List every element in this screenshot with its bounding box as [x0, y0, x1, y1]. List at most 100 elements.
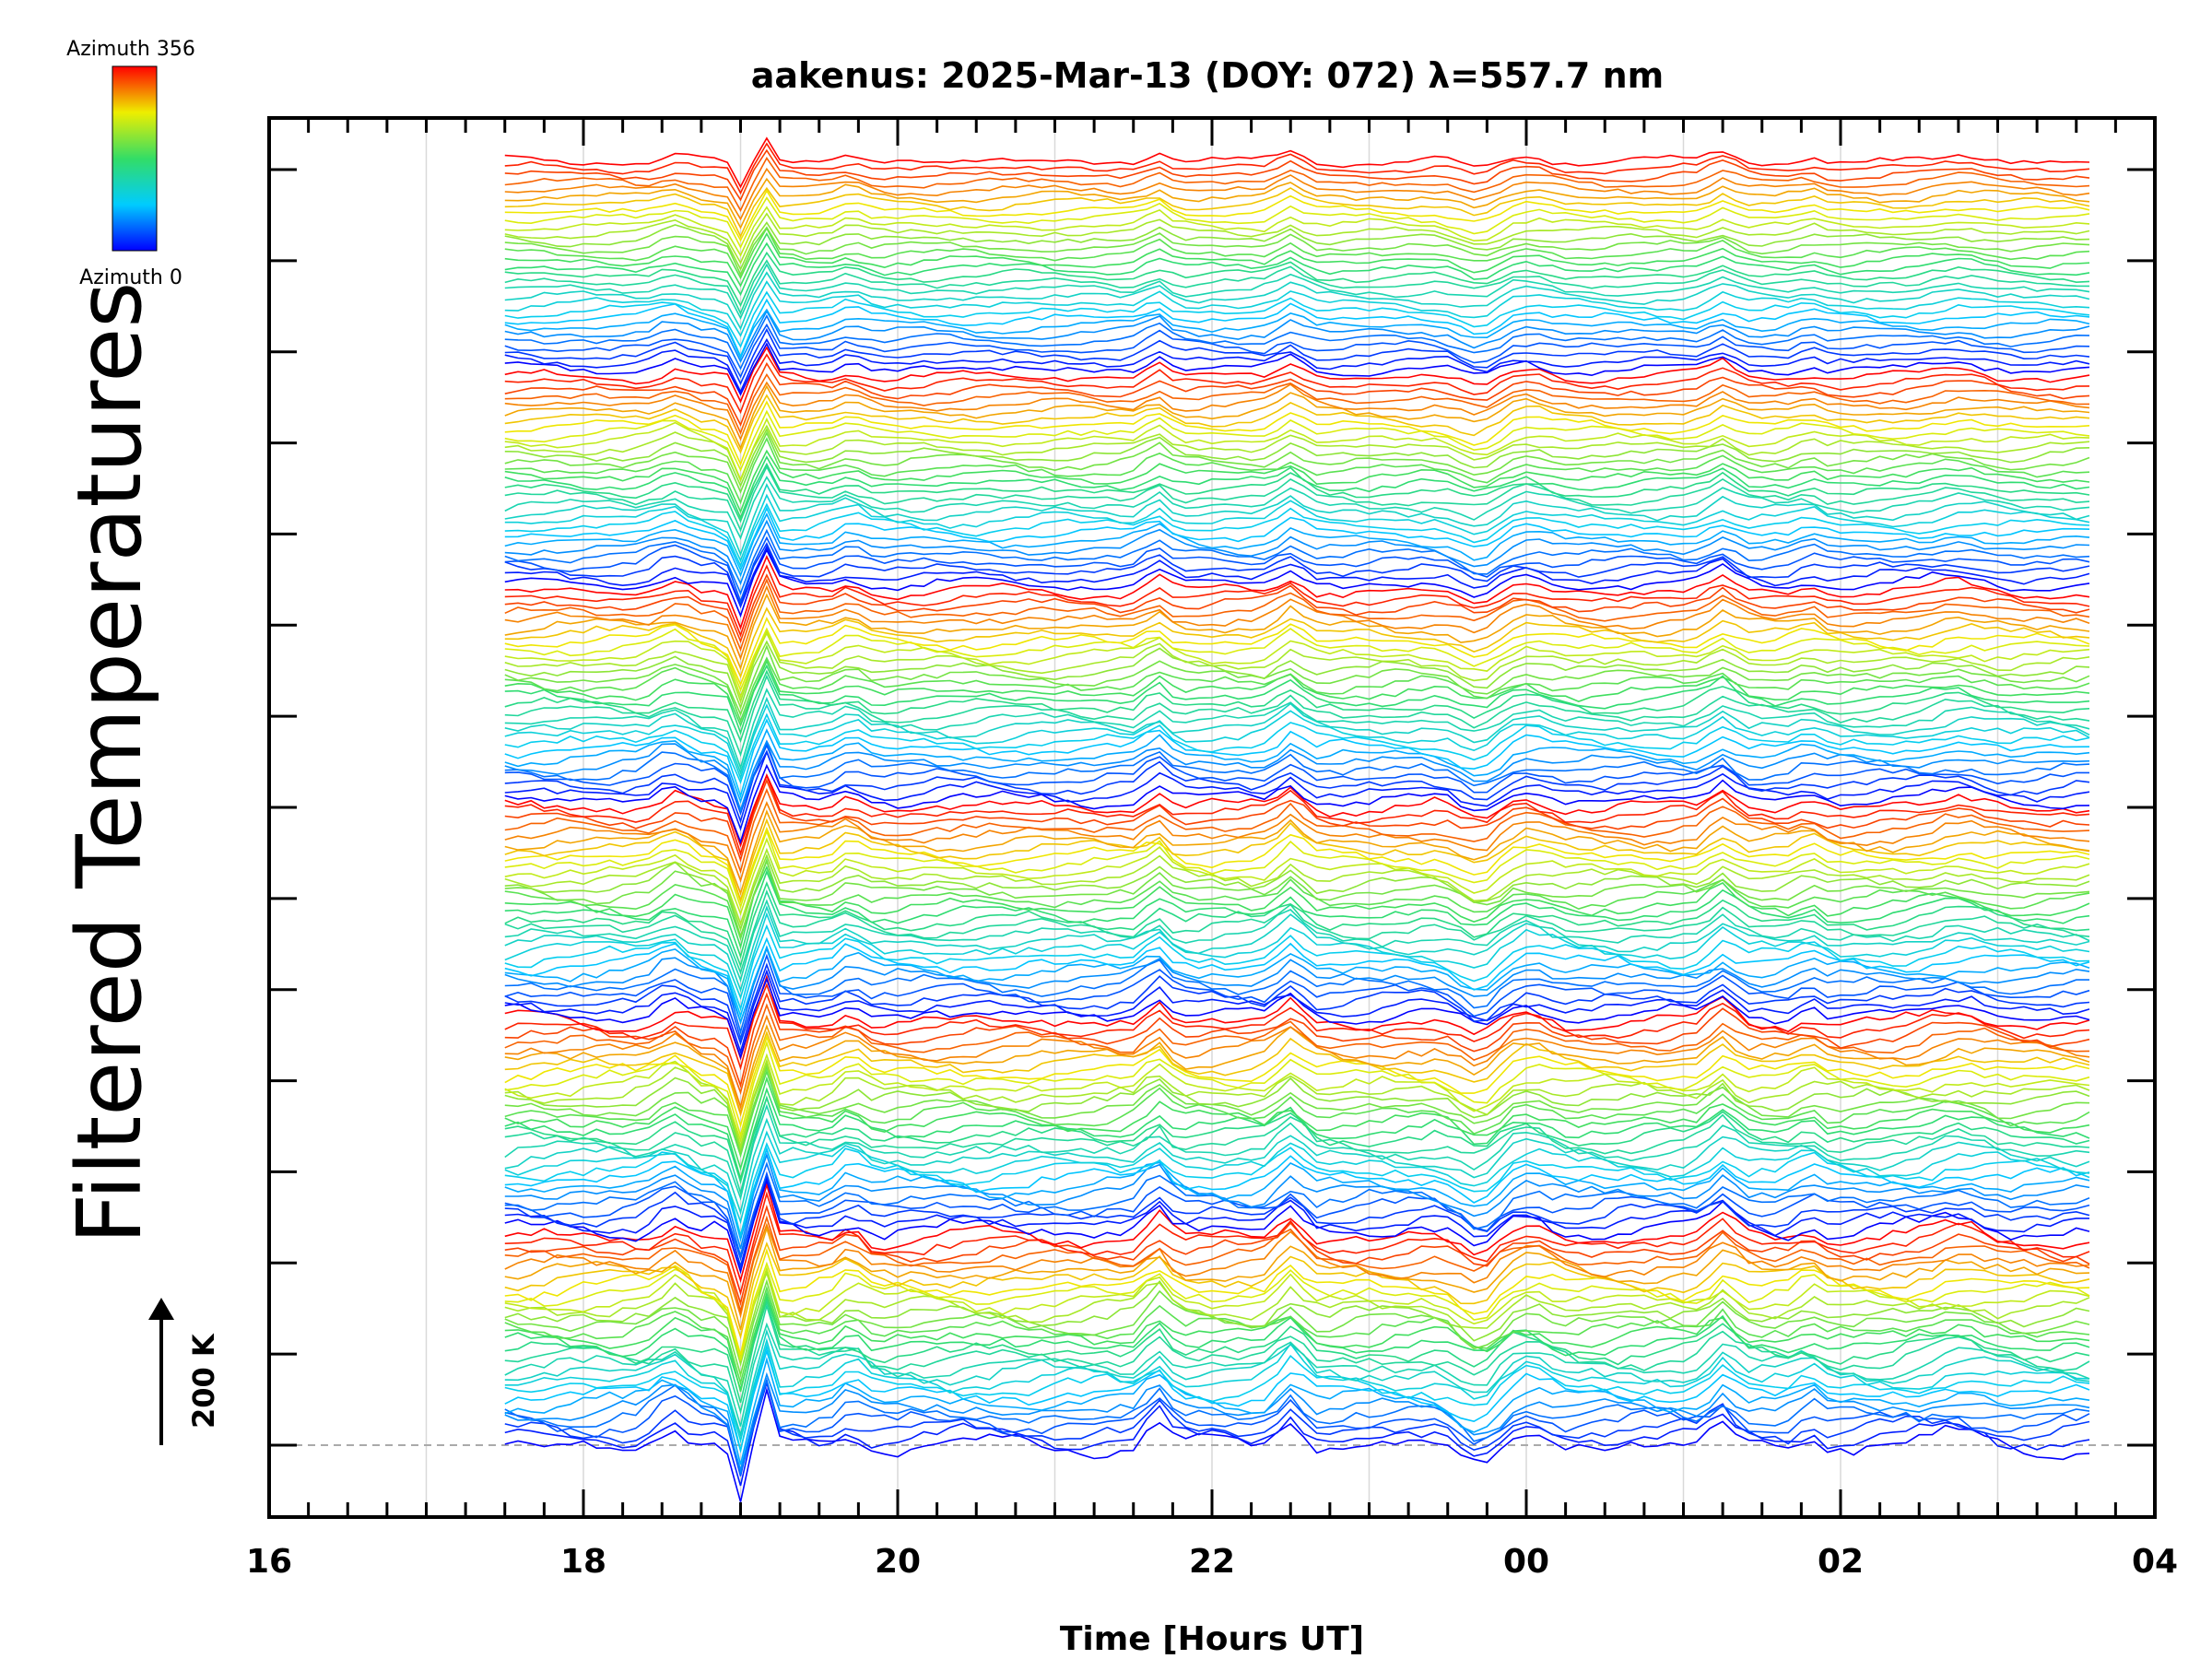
series-line	[504, 674, 2090, 758]
series-line	[504, 372, 2090, 435]
series-line	[504, 899, 2090, 982]
series-line	[504, 542, 2090, 607]
series-line	[504, 1265, 2090, 1362]
series-line	[504, 428, 2090, 488]
series-line	[504, 739, 2090, 813]
series-line	[504, 1270, 2090, 1360]
x-tick-label: 20	[875, 1543, 921, 1581]
series-line	[504, 712, 2090, 784]
series-line	[504, 206, 2090, 257]
series-line	[504, 400, 2090, 466]
colorbar: Azimuth 356 Azimuth 0	[66, 38, 195, 289]
series-line	[504, 196, 2090, 249]
series-line	[504, 212, 2090, 265]
series-line	[504, 1178, 2090, 1275]
series-line	[504, 778, 2090, 863]
series-line	[504, 1117, 2090, 1216]
series-line	[504, 1386, 2090, 1502]
series-line	[504, 829, 2090, 910]
series-line	[504, 1298, 2090, 1404]
series-line	[504, 221, 2090, 271]
series-line	[504, 593, 2090, 671]
series-line	[504, 555, 2090, 630]
series-line	[504, 631, 2090, 700]
series-line	[504, 924, 2090, 1012]
series-line	[504, 455, 2090, 520]
series-line	[504, 644, 2090, 717]
series-line	[504, 148, 2090, 202]
x-tick-label: 18	[560, 1543, 606, 1581]
series-line	[504, 1103, 2090, 1201]
series-line	[504, 865, 2090, 950]
series-line	[504, 1191, 2090, 1296]
series-line	[504, 1261, 2090, 1360]
series-line	[504, 1226, 2090, 1331]
y-axis-label: Filtered Temperatures	[58, 282, 161, 1244]
series-line	[504, 889, 2090, 975]
series-line	[504, 1152, 2090, 1250]
series-line	[504, 1371, 2090, 1474]
series-line	[504, 337, 2090, 394]
series-line	[504, 728, 2090, 805]
series-line	[504, 664, 2090, 735]
series-line	[504, 703, 2090, 781]
scale-indicator: 200 K	[148, 1298, 221, 1445]
axes: 16 18 20 22 00 02 04	[246, 116, 2178, 1581]
series-line	[504, 1182, 2090, 1283]
series-line	[504, 384, 2090, 451]
series-line	[504, 1040, 2090, 1139]
series-line	[504, 462, 2090, 524]
series-line	[504, 688, 2090, 771]
series-line	[504, 1337, 2090, 1444]
x-axis-label: Time [Hours UT]	[1060, 1620, 1364, 1658]
series-line	[504, 548, 2090, 618]
series-line	[504, 801, 2090, 883]
series-line	[504, 476, 2090, 540]
series-line	[504, 313, 2090, 371]
series-line	[504, 167, 2090, 221]
colorbar-gradient	[112, 65, 158, 252]
series-line	[504, 226, 2090, 276]
series-line	[504, 308, 2090, 360]
series-line	[504, 361, 2090, 427]
series-line	[504, 241, 2090, 297]
series-line	[504, 437, 2090, 505]
series-line	[504, 718, 2090, 799]
series-line	[504, 659, 2090, 728]
series-line	[504, 1322, 2090, 1427]
series-line	[504, 1348, 2090, 1453]
series-line	[504, 506, 2090, 572]
series-line	[504, 763, 2090, 845]
series-line	[504, 837, 2090, 916]
series-line	[504, 545, 2090, 609]
series-line	[504, 1356, 2090, 1465]
series-line	[504, 772, 2090, 848]
series-line	[504, 1076, 2090, 1171]
series-line	[504, 409, 2090, 472]
series-line	[504, 584, 2090, 661]
series-line	[504, 430, 2090, 494]
series-line	[504, 519, 2090, 585]
x-tick-label: 04	[2132, 1543, 2178, 1581]
series-line	[504, 573, 2090, 644]
series-line	[504, 449, 2090, 514]
series-line	[504, 535, 2090, 604]
scale-label: 200 K	[186, 1333, 221, 1429]
series-line	[504, 342, 2090, 396]
series-line	[504, 1061, 2090, 1153]
series-line	[504, 136, 2090, 189]
series-line	[504, 1095, 2090, 1185]
series-line	[504, 669, 2090, 743]
series-line	[504, 640, 2090, 711]
series-line	[504, 962, 2090, 1046]
series-line	[504, 1174, 2089, 1269]
series-line	[504, 1069, 2090, 1159]
series-line	[504, 749, 2090, 824]
series-line	[504, 969, 2090, 1055]
series-line	[504, 1003, 2090, 1095]
series-line	[504, 881, 2090, 969]
chart-title: aakenus: 2025-Mar-13 (DOY: 072) λ=557.7 …	[751, 55, 1664, 96]
series-line	[504, 251, 2090, 308]
series-line	[504, 346, 2090, 404]
